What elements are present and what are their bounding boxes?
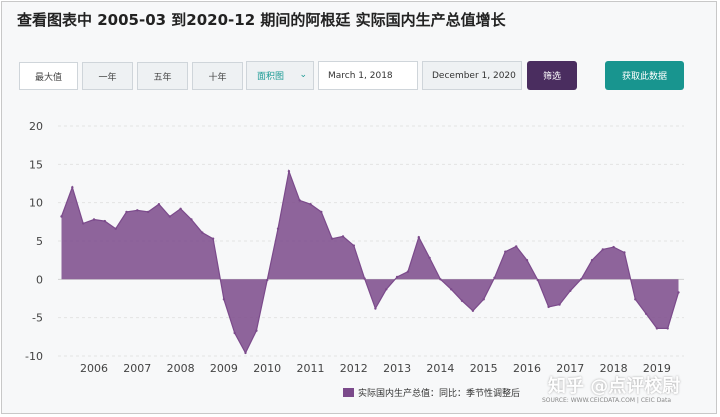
data-point: [612, 245, 615, 249]
data-point: [82, 222, 85, 225]
data-point: [525, 259, 529, 262]
data-point: [547, 305, 550, 309]
data-point: [666, 327, 669, 330]
data-point: [460, 299, 464, 302]
data-point: [92, 218, 96, 221]
data-point: [244, 351, 247, 355]
chart-type-value: 面积图: [257, 72, 285, 82]
data-point: [71, 186, 74, 189]
data-point: [341, 235, 345, 238]
data-point: [309, 203, 312, 206]
series-line: [60, 168, 680, 355]
data-point: [406, 270, 410, 273]
data-point: [330, 237, 334, 240]
data-point: [103, 219, 107, 223]
source-credit: SOURCE: WWW.CEICDATA.COM | CEIC Data: [542, 397, 672, 404]
chart-legend[interactable]: 实际国内生产总值：同比：季节性调整后: [343, 386, 520, 399]
end-date-input[interactable]: December 1, 2020: [422, 61, 522, 90]
watermark: 知乎 @点评校尉: [548, 376, 681, 397]
data-point: [601, 248, 604, 251]
x-tick-label: 2015: [470, 362, 498, 375]
data-point: [363, 277, 366, 280]
x-tick-label: 2009: [210, 362, 238, 375]
data-point: [168, 215, 171, 218]
data-point: [569, 289, 572, 292]
data-point: [558, 303, 561, 306]
data-point: [677, 291, 680, 294]
x-tick-label: 2014: [426, 362, 454, 375]
data-point: [276, 227, 280, 230]
start-date-input[interactable]: March 1, 2018: [318, 61, 418, 90]
page-title: 查看图表中 2005-03 到2020-12 期间的阿根廷 实际国内生产总值增长: [17, 11, 506, 29]
x-tick-label: 2019: [643, 362, 671, 375]
data-point: [60, 215, 63, 218]
data-point: [439, 278, 442, 281]
data-point: [125, 210, 128, 214]
y-tick-label: -10: [25, 350, 43, 363]
data-point: [450, 288, 453, 291]
y-tick-label: 10: [29, 197, 43, 210]
chart-type-select[interactable]: 面积图 ⌄: [246, 61, 314, 90]
range-max-button[interactable]: 最大值: [19, 62, 78, 90]
data-point: [222, 298, 226, 301]
data-point: [266, 278, 269, 282]
data-point: [201, 231, 204, 234]
data-point: [655, 327, 659, 330]
data-point: [417, 236, 420, 239]
data-point: [298, 199, 301, 202]
data-point: [385, 288, 388, 291]
data-point: [515, 245, 518, 248]
range-5y-button[interactable]: 五年: [137, 62, 188, 90]
data-point: [428, 256, 431, 260]
y-tick-label: 15: [29, 158, 43, 171]
range-10y-button[interactable]: 十年: [192, 62, 243, 90]
data-point: [320, 210, 323, 214]
data-point: [482, 298, 485, 301]
x-tick-label: 2012: [340, 362, 368, 375]
filter-button[interactable]: 筛选: [527, 61, 577, 90]
data-point: [211, 237, 215, 240]
x-tick-label: 2010: [253, 362, 281, 375]
data-point: [634, 298, 637, 301]
data-point: [157, 203, 161, 206]
data-point: [536, 278, 539, 282]
series-area: [61, 171, 679, 353]
data-point: [287, 170, 291, 173]
data-point: [114, 227, 117, 230]
x-tick-label: 2011: [297, 362, 325, 375]
x-tick-label: 2018: [600, 362, 628, 375]
legend-label: 实际国内生产总值：同比：季节性调整后: [358, 389, 521, 399]
legend-swatch: [343, 388, 354, 397]
data-point: [504, 250, 507, 253]
data-point: [493, 276, 496, 279]
x-tick-label: 2006: [80, 362, 108, 375]
y-tick-label: 20: [29, 120, 43, 133]
data-point: [233, 331, 236, 335]
data-point: [471, 309, 475, 312]
data-point: [136, 209, 139, 212]
range-1y-button[interactable]: 一年: [82, 62, 133, 90]
data-point: [374, 307, 377, 310]
x-tick-label: 2007: [123, 362, 151, 375]
chevron-down-icon: ⌄: [299, 70, 307, 80]
data-point: [644, 312, 648, 315]
data-point: [579, 278, 583, 281]
data-point: [179, 207, 182, 210]
data-point: [146, 210, 150, 214]
data-point: [352, 244, 355, 247]
x-tick-label: 2013: [383, 362, 411, 375]
data-point: [395, 275, 399, 279]
x-tick-label: 2016: [513, 362, 541, 375]
data-point: [255, 329, 258, 332]
x-tick-label: 2008: [167, 362, 195, 375]
data-point: [590, 259, 594, 262]
get-data-button[interactable]: 获取此数据: [605, 61, 684, 90]
x-tick-label: 2017: [556, 362, 584, 375]
y-tick-label: 0: [36, 273, 43, 286]
y-tick-label: -5: [32, 312, 43, 325]
data-point: [623, 251, 626, 254]
data-point: [190, 218, 193, 221]
y-tick-label: 5: [36, 235, 43, 248]
